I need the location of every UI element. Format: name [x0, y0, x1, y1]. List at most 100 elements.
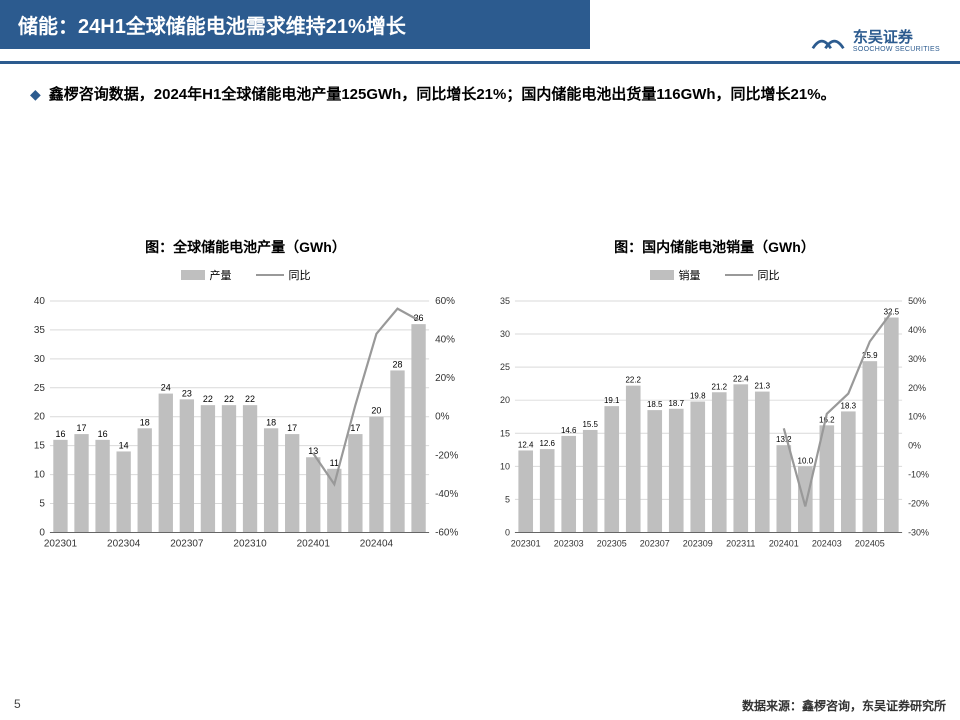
- svg-text:5: 5: [39, 498, 45, 509]
- svg-text:-20%: -20%: [908, 498, 929, 508]
- legend-bar-swatch: [650, 270, 674, 280]
- svg-text:20: 20: [371, 405, 381, 415]
- svg-text:14: 14: [119, 440, 129, 450]
- legend-bar-label: 产量: [210, 267, 232, 283]
- svg-text:202404: 202404: [360, 538, 394, 549]
- svg-text:-40%: -40%: [435, 488, 458, 499]
- svg-text:202307: 202307: [170, 538, 204, 549]
- svg-text:30: 30: [500, 329, 510, 339]
- bullet-row: ◆ 鑫椤咨询数据，2024年H1全球储能电池产量125GWh，同比增长21%；国…: [0, 64, 960, 107]
- svg-text:12.6: 12.6: [539, 439, 555, 448]
- svg-text:25: 25: [34, 382, 46, 393]
- svg-text:25: 25: [500, 362, 510, 372]
- slide-title-bar: 储能：24H1全球储能电池需求维持21%增长: [0, 0, 590, 49]
- svg-text:19.8: 19.8: [690, 391, 706, 400]
- slide-title: 储能：24H1全球储能电池需求维持21%增长: [18, 16, 406, 38]
- svg-text:0%: 0%: [908, 440, 921, 450]
- chart-right-legend: 销量 同比: [485, 267, 944, 283]
- svg-text:202301: 202301: [511, 538, 541, 548]
- brand-logo: 东吴证券 SOOCHOW SECURITIES: [811, 28, 940, 56]
- svg-text:-20%: -20%: [435, 450, 458, 461]
- svg-text:15: 15: [500, 428, 510, 438]
- svg-text:202401: 202401: [297, 538, 331, 549]
- svg-text:202303: 202303: [554, 538, 584, 548]
- svg-text:-10%: -10%: [908, 469, 929, 479]
- svg-text:18.5: 18.5: [647, 400, 663, 409]
- legend-line-swatch: [256, 274, 284, 276]
- svg-text:32.5: 32.5: [884, 307, 900, 316]
- svg-text:40%: 40%: [435, 334, 455, 345]
- svg-text:20: 20: [34, 411, 46, 422]
- chart-left: 图：全球储能电池产量（GWh） 产量 同比 0 5 10 15 20 25 30 35 40 -6…: [16, 237, 475, 565]
- charts-row: 图：全球储能电池产量（GWh） 产量 同比 0 5 10 15 20 25 30 35 40 -6…: [0, 107, 960, 565]
- svg-text:202311: 202311: [726, 538, 755, 548]
- svg-text:19.1: 19.1: [604, 396, 620, 405]
- chart-left-title: 图：全球储能电池产量（GWh）: [16, 237, 475, 257]
- svg-text:40%: 40%: [908, 324, 926, 334]
- svg-text:18.7: 18.7: [668, 398, 684, 407]
- svg-text:22: 22: [245, 394, 255, 404]
- svg-text:202405: 202405: [855, 538, 885, 548]
- svg-text:202401: 202401: [769, 538, 799, 548]
- data-source: 数据来源：鑫椤咨询，东吴证券研究所: [742, 697, 946, 714]
- svg-text:60%: 60%: [435, 295, 455, 306]
- svg-text:11: 11: [330, 457, 339, 467]
- svg-text:21.3: 21.3: [755, 381, 771, 390]
- svg-text:22.2: 22.2: [625, 375, 641, 384]
- svg-text:16: 16: [55, 428, 65, 438]
- svg-text:202307: 202307: [640, 538, 670, 548]
- svg-text:20: 20: [500, 395, 510, 405]
- svg-text:14.6: 14.6: [561, 425, 577, 434]
- svg-text:30%: 30%: [908, 353, 926, 363]
- svg-text:35: 35: [34, 324, 46, 335]
- svg-text:20%: 20%: [908, 382, 926, 392]
- logo-en-text: SOOCHOW SECURITIES: [853, 46, 940, 54]
- svg-text:12.4: 12.4: [518, 440, 534, 449]
- svg-text:202301: 202301: [44, 538, 78, 549]
- chart-right-title: 图：国内储能电池销量（GWh）: [485, 237, 944, 257]
- svg-text:-60%: -60%: [435, 527, 458, 538]
- svg-text:202403: 202403: [812, 538, 842, 548]
- legend-bar-swatch: [181, 270, 205, 280]
- svg-text:18.3: 18.3: [841, 401, 857, 410]
- svg-text:15.5: 15.5: [582, 419, 598, 428]
- svg-text:17: 17: [350, 423, 360, 433]
- page-number: 5: [14, 697, 21, 714]
- svg-text:202305: 202305: [597, 538, 627, 548]
- chart-left-svg: 0510152025303540-60%-40%-20%0%20%40%60%1…: [16, 291, 475, 560]
- svg-text:10%: 10%: [908, 411, 926, 421]
- svg-text:202309: 202309: [683, 538, 713, 548]
- svg-text:16: 16: [98, 428, 108, 438]
- svg-text:50%: 50%: [908, 295, 926, 305]
- legend-line-label: 同比: [289, 267, 311, 283]
- svg-text:18: 18: [266, 417, 276, 427]
- chart-left-legend: 产量 同比: [16, 267, 475, 283]
- svg-text:0: 0: [39, 527, 45, 538]
- logo-cn-text: 东吴证券: [853, 30, 940, 47]
- svg-text:17: 17: [287, 423, 297, 433]
- bullet-text: 鑫椤咨询数据，2024年H1全球储能电池产量125GWh，同比增长21%；国内储…: [49, 84, 836, 107]
- svg-text:21.2: 21.2: [712, 382, 728, 391]
- svg-text:10.0: 10.0: [798, 456, 814, 465]
- legend-line-swatch: [725, 274, 753, 276]
- svg-text:22.4: 22.4: [733, 374, 749, 383]
- chart-right-svg: 05101520253035-30%-20%-10%0%10%20%30%40%…: [485, 291, 944, 560]
- svg-text:23: 23: [182, 388, 192, 398]
- footer: 5 数据来源：鑫椤咨询，东吴证券研究所: [0, 697, 960, 714]
- legend-line-label: 同比: [758, 267, 780, 283]
- svg-text:10: 10: [34, 469, 46, 480]
- legend-bar-label: 销量: [679, 267, 701, 283]
- chart-right: 图：国内储能电池销量（GWh） 销量 同比 05101520253035-30%…: [485, 237, 944, 565]
- logo-icon: [811, 28, 847, 56]
- svg-text:0: 0: [505, 527, 510, 537]
- svg-text:35: 35: [500, 295, 510, 305]
- svg-text:15: 15: [34, 440, 46, 451]
- svg-text:202304: 202304: [107, 538, 141, 549]
- svg-text:10: 10: [500, 461, 510, 471]
- svg-text:28: 28: [393, 359, 403, 369]
- svg-text:20%: 20%: [435, 373, 455, 384]
- svg-text:17: 17: [77, 423, 87, 433]
- svg-text:40: 40: [34, 295, 46, 306]
- svg-text:30: 30: [34, 353, 46, 364]
- svg-text:-30%: -30%: [908, 527, 929, 537]
